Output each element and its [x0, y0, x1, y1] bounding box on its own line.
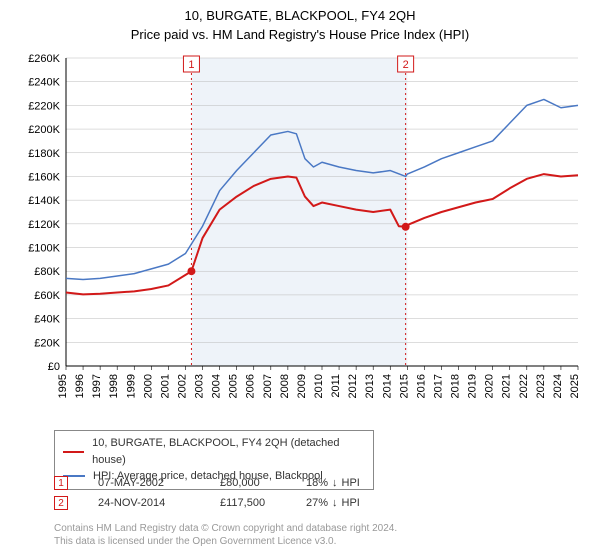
sale-hpi-delta: 18%↓HPI [306, 477, 360, 489]
y-tick-label: £80K [34, 266, 60, 278]
x-tick-label: 1999 [125, 374, 137, 398]
sale-row: 1 07-MAY-2002 £80,000 18%↓HPI [54, 476, 360, 490]
arrow-down-icon: ↓ [332, 477, 338, 489]
x-tick-label: 2004 [211, 374, 223, 398]
x-tick-label: 2017 [432, 374, 444, 398]
x-tick-label: 1996 [74, 374, 86, 398]
x-tick-label: 2025 [569, 374, 581, 398]
sale-hpi-delta: 27%↓HPI [306, 497, 360, 509]
x-tick-label: 2010 [313, 374, 325, 398]
sale-row: 2 24-NOV-2014 £117,500 27%↓HPI [54, 496, 360, 510]
x-tick-label: 2018 [450, 374, 462, 398]
y-tick-label: £100K [28, 242, 60, 254]
legend-row: 10, BURGATE, BLACKPOOL, FY4 2QH (detache… [63, 435, 365, 468]
y-tick-label: £180K [28, 148, 60, 160]
x-tick-label: 2008 [279, 374, 291, 398]
x-tick-label: 2023 [535, 374, 547, 398]
sale-price: £117,500 [220, 497, 276, 509]
chart-subtitle: Price paid vs. HM Land Registry's House … [12, 27, 588, 44]
y-tick-label: £160K [28, 171, 60, 183]
x-tick-label: 2006 [245, 374, 257, 398]
y-tick-label: £200K [28, 124, 60, 136]
x-tick-label: 1997 [91, 374, 103, 398]
footnote-line: Contains HM Land Registry data © Crown c… [54, 522, 397, 535]
x-tick-label: 2013 [364, 374, 376, 398]
sale-row-marker: 2 [54, 496, 68, 510]
x-tick-label: 2007 [262, 374, 274, 398]
x-tick-label: 2019 [467, 374, 479, 398]
y-tick-label: £40K [34, 313, 60, 325]
x-tick-label: 2012 [347, 374, 359, 398]
y-tick-label: £140K [28, 195, 60, 207]
chart: £0 £20K £40K £60K £80K £100K £120K £140K £160K £1… [12, 52, 588, 422]
y-tick-label: £260K [28, 53, 60, 65]
y-tick-label: £220K [28, 100, 60, 112]
x-tick-label: 2002 [176, 374, 188, 398]
y-tick-label: £240K [28, 76, 60, 88]
x-tick-label: 2001 [159, 374, 171, 398]
sale-marker-number: 2 [403, 59, 409, 71]
chart-title: 10, BURGATE, BLACKPOOL, FY4 2QH [12, 8, 588, 25]
sales-table: 1 07-MAY-2002 £80,000 18%↓HPI 2 24-NOV-2014 £1… [54, 476, 360, 516]
y-tick-label: £120K [28, 219, 60, 231]
x-tick-label: 2024 [552, 374, 564, 398]
x-tick-label: 2016 [415, 374, 427, 398]
x-tick-label: 2020 [484, 374, 496, 398]
x-tick-label: 1998 [108, 374, 120, 398]
legend-label: 10, BURGATE, BLACKPOOL, FY4 2QH (detache… [92, 435, 365, 468]
x-tick-label: 2022 [518, 374, 530, 398]
footnote-line: This data is licensed under the Open Gov… [54, 535, 397, 548]
arrow-down-icon: ↓ [332, 497, 338, 509]
sale-price: £80,000 [220, 477, 276, 489]
y-tick-label: £20K [34, 337, 60, 349]
sale-row-marker: 1 [54, 476, 68, 490]
y-tick-label: £60K [34, 290, 60, 302]
sale-marker-number: 1 [188, 59, 194, 71]
x-tick-label: 2003 [194, 374, 206, 398]
x-tick-label: 2011 [330, 374, 342, 398]
sale-date: 07-MAY-2002 [98, 477, 190, 489]
legend-swatch [63, 451, 84, 453]
sale-date: 24-NOV-2014 [98, 497, 190, 509]
x-tick-label: 2014 [381, 374, 393, 398]
footnote: Contains HM Land Registry data © Crown c… [54, 522, 397, 548]
x-tick-label: 1995 [57, 374, 69, 398]
x-tick-label: 2005 [228, 374, 240, 398]
x-tick-label: 2015 [398, 374, 410, 398]
x-tick-label: 2009 [296, 374, 308, 398]
y-tick-label: £0 [48, 361, 60, 373]
x-tick-label: 2021 [501, 374, 513, 398]
x-tick-label: 2000 [142, 374, 154, 398]
